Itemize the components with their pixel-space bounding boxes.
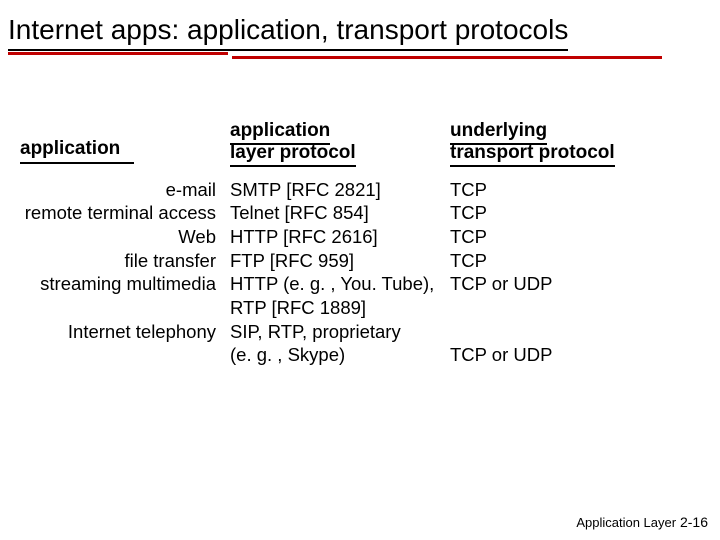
protocols-table: application application layer protocol u…: [20, 120, 700, 367]
app-layer-protocol-row: RTP [RFC 1889]: [230, 296, 450, 320]
application-row: streaming multimedia: [20, 272, 216, 296]
header-trans-line1: underlying: [450, 120, 547, 141]
transport-protocol-row: TCP or UDP: [450, 343, 700, 367]
title-hand-underline-1: [8, 52, 228, 55]
table-body: e-mailremote terminal accessWebfile tran…: [20, 178, 700, 367]
title-hand-underline-2: [232, 56, 662, 59]
transport-protocol-row: TCP: [450, 178, 700, 202]
transport-protocol-row: TCP: [450, 225, 700, 249]
col-header-application: application: [20, 138, 230, 164]
footer-chapter-label: Application Layer: [576, 515, 676, 530]
app-layer-protocol-row: HTTP [RFC 2616]: [230, 225, 450, 249]
app-layer-protocol-row: FTP [RFC 959]: [230, 249, 450, 273]
col-body-app-layer-protocol: SMTP [RFC 2821]Telnet [RFC 854]HTTP [RFC…: [230, 178, 450, 367]
application-row: remote terminal access: [20, 201, 216, 225]
application-row: file transfer: [20, 249, 216, 273]
col-body-application: e-mailremote terminal accessWebfile tran…: [20, 178, 230, 367]
footer-page-number: 2-16: [680, 514, 708, 530]
application-row: Internet telephony: [20, 320, 216, 344]
app-layer-protocol-row: SIP, RTP, proprietary: [230, 320, 450, 344]
transport-protocol-row: [450, 320, 700, 344]
col-header-transport-protocol: underlying transport protocol: [450, 120, 700, 164]
col-header-transport-protocol-text: underlying transport protocol: [450, 120, 615, 167]
app-layer-protocol-row: Telnet [RFC 854]: [230, 201, 450, 225]
transport-protocol-row: TCP: [450, 201, 700, 225]
transport-protocol-row: TCP or UDP: [450, 272, 700, 296]
application-row: Web: [20, 225, 216, 249]
transport-protocol-row: [450, 296, 700, 320]
app-layer-protocol-row: (e. g. , Skype): [230, 343, 450, 367]
col-body-transport-protocol: TCPTCPTCPTCPTCP or UDP TCP or UDP: [450, 178, 700, 367]
header-trans-line2: transport protocol: [450, 142, 615, 163]
col-header-app-layer-protocol: application layer protocol: [230, 120, 450, 164]
slide-title: Internet apps: application, transport pr…: [8, 12, 568, 51]
transport-protocol-row: TCP: [450, 249, 700, 273]
col-header-app-layer-protocol-text: application layer protocol: [230, 120, 356, 167]
app-layer-protocol-row: HTTP (e. g. , You. Tube),: [230, 272, 450, 296]
application-row: e-mail: [20, 178, 216, 202]
col-header-application-text: application: [20, 138, 134, 164]
app-layer-protocol-row: SMTP [RFC 2821]: [230, 178, 450, 202]
application-row: [20, 296, 216, 320]
header-proto-line2: layer protocol: [230, 142, 356, 163]
header-proto-line1: application: [230, 120, 330, 141]
slide-footer: Application Layer 2-16: [576, 514, 708, 530]
table-header-row: application application layer protocol u…: [20, 120, 700, 164]
